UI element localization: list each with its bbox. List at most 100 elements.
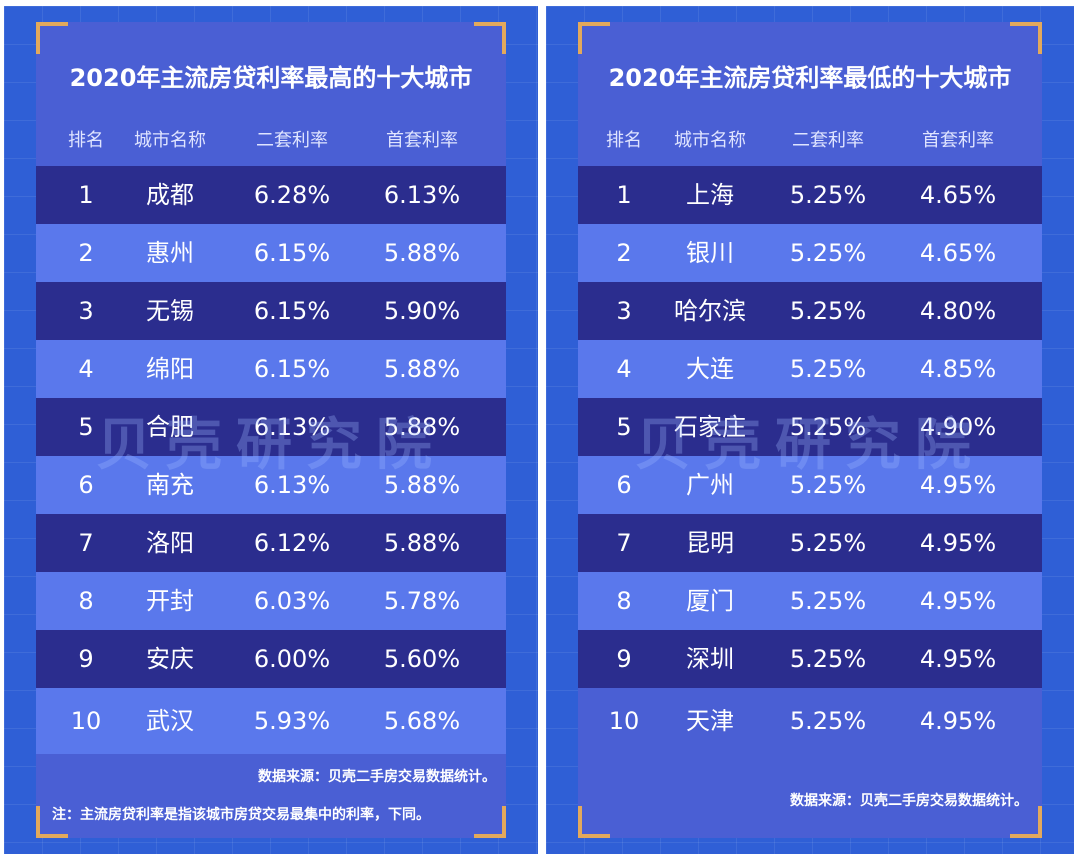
header-second-rate: 二套利率 <box>792 130 864 151</box>
first-rate-cell: 4.95% <box>919 529 997 557</box>
left-table-body: 1 成都 6.28% 6.13% 2 惠州 6.15% 5.88% 3 无锡 6… <box>36 166 506 754</box>
data-source-note: 数据来源：贝壳二手房交易数据统计。 <box>790 793 1028 809</box>
right-card: 2020年主流房贷利率最低的十大城市 排名 城市名称 二套利率 首套利率 1 上… <box>578 22 1042 838</box>
city-cell: 无锡 <box>146 297 194 325</box>
right-header-row: 排名 城市名称 二套利率 首套利率 <box>578 126 1042 156</box>
rank-cell: 1 <box>616 181 632 209</box>
first-rate-cell: 5.78% <box>383 587 461 615</box>
first-rate-cell: 5.88% <box>383 239 461 267</box>
first-rate-cell: 5.88% <box>383 413 461 441</box>
second-rate-cell: 6.15% <box>253 297 331 325</box>
rank-cell: 7 <box>78 529 94 557</box>
first-rate-cell: 5.88% <box>383 529 461 557</box>
city-cell: 绵阳 <box>146 355 194 383</box>
header-city: 城市名称 <box>134 130 206 151</box>
table-row: 7 昆明 5.25% 4.95% <box>578 514 1042 572</box>
table-row: 3 哈尔滨 5.25% 4.80% <box>578 282 1042 340</box>
rank-cell: 3 <box>78 297 94 325</box>
table-row: 2 惠州 6.15% 5.88% <box>36 224 506 282</box>
first-rate-cell: 4.95% <box>919 471 997 499</box>
table-row: 4 大连 5.25% 4.85% <box>578 340 1042 398</box>
corner-bracket <box>578 22 610 54</box>
left-title: 2020年主流房贷利率最高的十大城市 <box>69 64 473 92</box>
second-rate-cell: 5.25% <box>789 471 867 499</box>
rank-cell: 1 <box>78 181 94 209</box>
second-rate-cell: 6.12% <box>253 529 331 557</box>
table-row: 4 绵阳 6.15% 5.88% <box>36 340 506 398</box>
city-cell: 深圳 <box>686 645 734 673</box>
header-rank: 排名 <box>606 130 642 151</box>
second-rate-cell: 5.25% <box>789 297 867 325</box>
second-rate-cell: 5.25% <box>789 355 867 383</box>
table-row: 10 天津 5.25% 4.95% <box>578 688 1042 754</box>
city-cell: 厦门 <box>686 587 734 615</box>
rank-cell: 4 <box>616 355 632 383</box>
city-cell: 武汉 <box>146 707 194 735</box>
rank-cell: 9 <box>616 645 632 673</box>
city-cell: 惠州 <box>146 239 194 267</box>
corner-bracket <box>474 806 506 838</box>
corner-bracket <box>36 22 68 54</box>
table-row: 8 开封 6.03% 5.78% <box>36 572 506 630</box>
first-rate-cell: 4.65% <box>919 181 997 209</box>
table-row: 9 深圳 5.25% 4.95% <box>578 630 1042 688</box>
right-title: 2020年主流房贷利率最低的十大城市 <box>608 64 1012 92</box>
header-second-rate: 二套利率 <box>256 130 328 151</box>
city-cell: 天津 <box>686 707 734 735</box>
first-rate-cell: 4.80% <box>919 297 997 325</box>
first-rate-cell: 4.65% <box>919 239 997 267</box>
corner-bracket <box>474 22 506 54</box>
rank-cell: 7 <box>616 529 632 557</box>
city-cell: 广州 <box>686 471 734 499</box>
second-rate-cell: 6.00% <box>253 645 331 673</box>
second-rate-cell: 5.25% <box>789 707 867 735</box>
second-rate-cell: 5.25% <box>789 239 867 267</box>
city-cell: 安庆 <box>146 645 194 673</box>
city-cell: 洛阳 <box>146 529 194 557</box>
table-row: 5 合肥 6.13% 5.88% <box>36 398 506 456</box>
city-cell: 大连 <box>686 355 734 383</box>
city-cell: 银川 <box>686 239 734 267</box>
rank-cell: 5 <box>78 413 94 441</box>
rank-cell: 2 <box>78 239 94 267</box>
city-cell: 合肥 <box>146 413 194 441</box>
first-rate-cell: 5.88% <box>383 355 461 383</box>
second-rate-cell: 6.13% <box>253 413 331 441</box>
rank-cell: 5 <box>616 413 632 441</box>
first-rate-cell: 5.88% <box>383 471 461 499</box>
header-first-rate: 首套利率 <box>386 130 458 151</box>
rank-cell: 2 <box>616 239 632 267</box>
rank-cell: 3 <box>616 297 632 325</box>
right-table-body: 1 上海 5.25% 4.65% 2 银川 5.25% 4.65% 3 哈尔滨 … <box>578 166 1042 754</box>
table-row: 9 安庆 6.00% 5.60% <box>36 630 506 688</box>
second-rate-cell: 5.25% <box>789 587 867 615</box>
table-row: 7 洛阳 6.12% 5.88% <box>36 514 506 572</box>
second-rate-cell: 6.15% <box>253 355 331 383</box>
header-city: 城市名称 <box>674 130 746 151</box>
table-row: 2 银川 5.25% 4.65% <box>578 224 1042 282</box>
rank-cell: 8 <box>616 587 632 615</box>
corner-bracket <box>36 806 68 838</box>
header-first-rate: 首套利率 <box>922 130 994 151</box>
first-rate-cell: 6.13% <box>383 181 461 209</box>
rank-cell: 9 <box>78 645 94 673</box>
first-rate-cell: 4.95% <box>919 645 997 673</box>
city-cell: 上海 <box>686 181 734 209</box>
header-rank: 排名 <box>68 130 104 151</box>
second-rate-cell: 6.03% <box>253 587 331 615</box>
table-row: 1 上海 5.25% 4.65% <box>578 166 1042 224</box>
rank-cell: 4 <box>78 355 94 383</box>
table-row: 1 成都 6.28% 6.13% <box>36 166 506 224</box>
first-rate-cell: 5.90% <box>383 297 461 325</box>
second-rate-cell: 5.25% <box>789 181 867 209</box>
table-row: 10 武汉 5.93% 5.68% <box>36 688 506 754</box>
rank-cell: 8 <box>78 587 94 615</box>
first-rate-cell: 5.68% <box>383 707 461 735</box>
left-card: 2020年主流房贷利率最高的十大城市 排名 城市名称 二套利率 首套利率 1 成… <box>36 22 506 838</box>
first-rate-cell: 5.60% <box>383 645 461 673</box>
first-rate-cell: 4.90% <box>919 413 997 441</box>
left-header-row: 排名 城市名称 二套利率 首套利率 <box>36 126 506 156</box>
data-source-note: 数据来源：贝壳二手房交易数据统计。 <box>258 769 496 785</box>
rank-cell: 10 <box>70 707 102 735</box>
table-row: 5 石家庄 5.25% 4.90% <box>578 398 1042 456</box>
